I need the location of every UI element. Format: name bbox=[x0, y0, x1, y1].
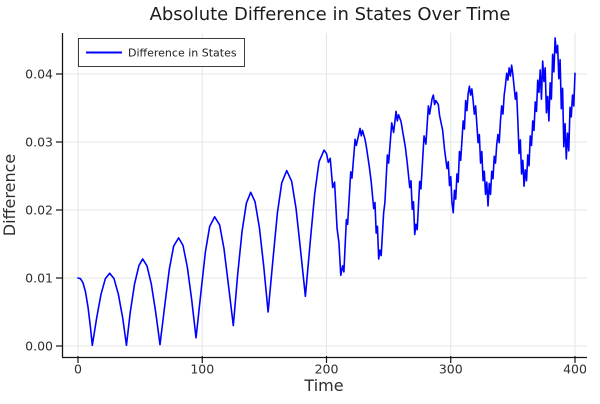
x-axis-label: Time bbox=[303, 376, 343, 395]
axis-layer: 0 100 200 300 400 0.00 0.01 0.02 0.03 0.04 bbox=[25, 33, 587, 377]
x-tick-label: 400 bbox=[563, 362, 587, 377]
tick-layer: 0 100 200 300 400 0.00 0.01 0.02 0.03 0.04 bbox=[25, 67, 587, 377]
y-axis-label: Difference bbox=[0, 154, 19, 236]
legend-box: Difference in States bbox=[78, 38, 245, 67]
x-tick-label: 100 bbox=[190, 362, 214, 377]
x-tick-label: 0 bbox=[74, 362, 82, 377]
y-tick-label: 0.00 bbox=[25, 339, 53, 354]
x-tick-label: 200 bbox=[315, 362, 339, 377]
x-tick-label: 300 bbox=[439, 362, 463, 377]
grid-layer bbox=[62, 33, 587, 357]
y-tick-label: 0.02 bbox=[25, 203, 53, 218]
chart-title: Absolute Difference in States Over Time bbox=[150, 4, 511, 25]
y-tick-label: 0.01 bbox=[25, 271, 53, 286]
y-tick-label: 0.03 bbox=[25, 135, 53, 150]
legend-entry-label: Difference in States bbox=[128, 47, 237, 60]
y-tick-label: 0.04 bbox=[25, 67, 53, 82]
series-line-difference-in-states bbox=[77, 37, 576, 347]
